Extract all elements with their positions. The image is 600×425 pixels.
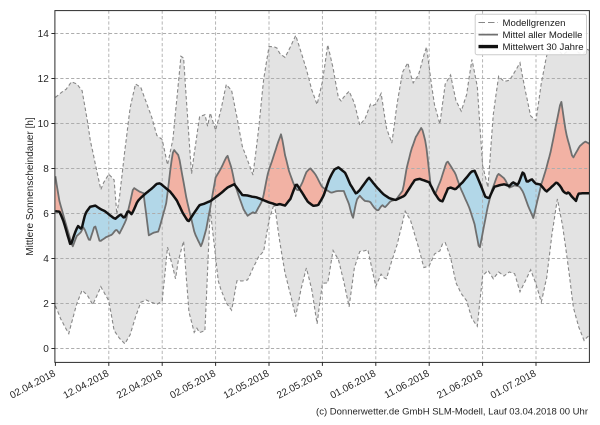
svg-text:4: 4	[43, 254, 49, 265]
svg-text:(c) Donnerwetter.de GmbH SLM-M: (c) Donnerwetter.de GmbH SLM-Modell, Lau…	[316, 407, 588, 418]
svg-text:0: 0	[43, 344, 49, 355]
svg-text:6: 6	[43, 209, 49, 220]
svg-text:10: 10	[38, 119, 50, 130]
svg-text:Mittlere Sonnenscheindauer [h]: Mittlere Sonnenscheindauer [h]	[25, 117, 36, 256]
svg-text:Mittel aller Modelle: Mittel aller Modelle	[503, 30, 583, 41]
svg-text:Mittelwert 30 Jahre: Mittelwert 30 Jahre	[503, 42, 584, 53]
svg-text:Modellgrenzen: Modellgrenzen	[503, 18, 566, 29]
svg-text:8: 8	[43, 164, 49, 175]
svg-text:2: 2	[43, 299, 49, 310]
svg-text:14: 14	[38, 29, 50, 40]
svg-text:12: 12	[38, 74, 50, 85]
